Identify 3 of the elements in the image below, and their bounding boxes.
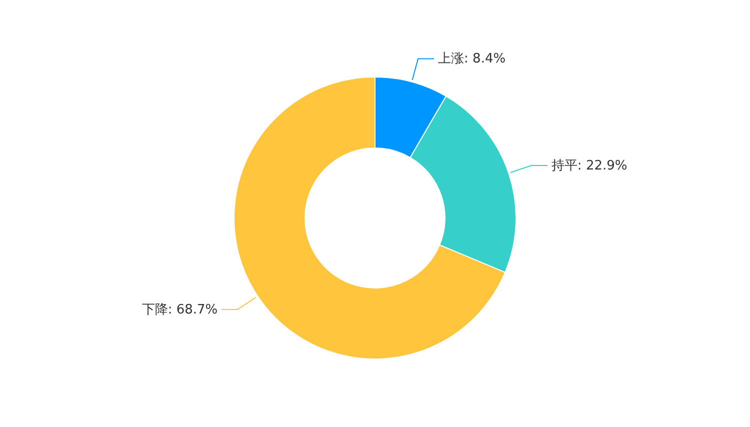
slice-label: 下降: 68.7%: [142, 302, 218, 318]
slice-label: 持平: 22.9%: [551, 158, 628, 174]
slice-label: 上涨: 8.4%: [438, 52, 506, 67]
